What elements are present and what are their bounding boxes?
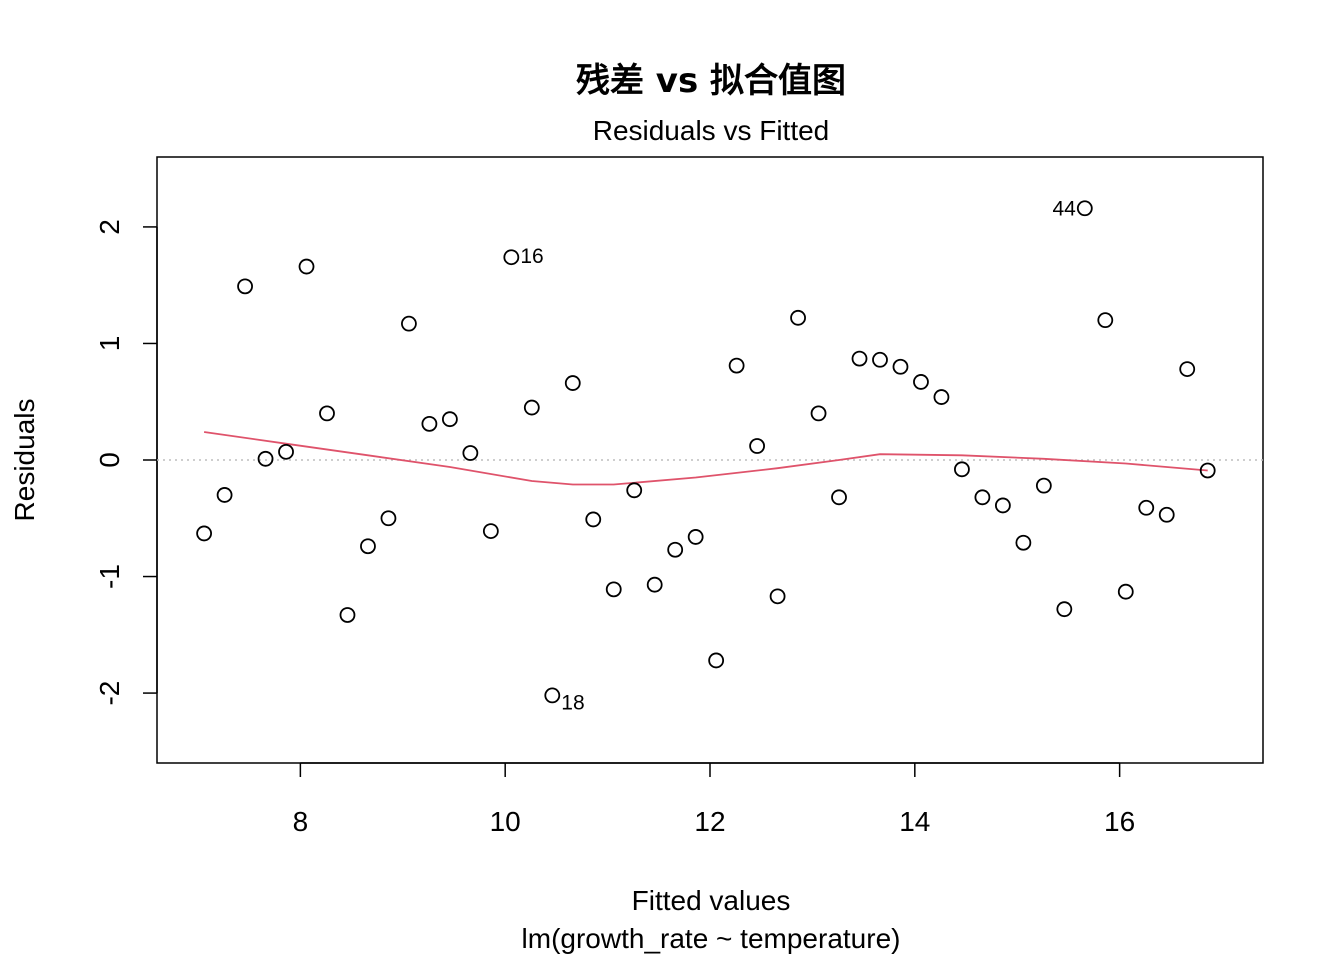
y-tick-label: 0 xyxy=(94,452,125,468)
residual-point xyxy=(564,375,581,391)
residual-point xyxy=(790,309,806,326)
residual-point xyxy=(380,510,397,527)
residual-point xyxy=(769,588,786,605)
residual-point xyxy=(196,525,213,542)
residual-points xyxy=(196,200,1216,704)
residual-point xyxy=(872,351,888,368)
residual-point xyxy=(237,278,253,295)
residual-point xyxy=(1117,583,1134,600)
residual-point xyxy=(831,489,847,506)
residual-point xyxy=(1056,601,1073,618)
outlier-labels: 16 18 44 xyxy=(520,197,1076,714)
x-axis-sublabel: lm(growth_rate ~ temperature) xyxy=(522,923,901,954)
point-label: 44 xyxy=(1052,197,1076,220)
y-tick-label: 1 xyxy=(94,336,125,352)
residual-point xyxy=(1199,462,1216,479)
residual-point xyxy=(421,415,438,432)
y-tick-label: 2 xyxy=(94,219,125,235)
x-axis: 8 10 12 14 16 xyxy=(293,762,1135,837)
residual-point xyxy=(1035,477,1052,494)
residual-point xyxy=(257,450,274,467)
point-label: 16 xyxy=(520,245,543,268)
residual-point xyxy=(974,489,991,506)
residual-point xyxy=(994,497,1011,514)
residual-point xyxy=(1015,534,1032,551)
residual-point xyxy=(626,482,643,499)
residual-point xyxy=(360,538,376,555)
residual-point xyxy=(667,541,684,558)
residual-point xyxy=(339,607,356,623)
residual-point xyxy=(933,389,950,405)
residual-point xyxy=(605,581,622,598)
residual-point xyxy=(954,461,970,478)
residual-point xyxy=(298,258,315,275)
x-tick-label: 10 xyxy=(490,806,521,837)
chart-subtitle: Residuals vs Fitted xyxy=(593,115,830,146)
y-tick-label: -2 xyxy=(94,681,125,706)
residual-point xyxy=(708,652,725,669)
x-tick-label: 14 xyxy=(899,806,930,837)
residual-point xyxy=(216,487,233,503)
x-tick-label: 8 xyxy=(293,806,309,837)
loess-smoother-line xyxy=(203,431,1208,486)
residual-point xyxy=(1179,361,1196,378)
residual-point xyxy=(646,576,663,593)
residual-point xyxy=(1097,312,1114,329)
residual-point xyxy=(523,399,540,416)
residual-point xyxy=(913,374,929,390)
point-label: 18 xyxy=(561,691,584,714)
residual-point xyxy=(892,358,909,375)
x-tick-label: 16 xyxy=(1104,806,1135,837)
residual-point xyxy=(728,357,745,374)
x-axis-label: Fitted values xyxy=(632,885,791,916)
residual-point xyxy=(585,511,602,528)
residual-point xyxy=(1158,506,1175,523)
residual-point xyxy=(319,405,335,422)
residual-point xyxy=(503,249,520,266)
x-tick-label: 12 xyxy=(694,806,725,837)
residual-point xyxy=(278,443,294,460)
residual-point xyxy=(544,687,561,704)
y-axis-label: Residuals xyxy=(9,399,40,522)
residual-point xyxy=(482,523,499,539)
residual-point xyxy=(401,315,417,332)
y-tick-label: -1 xyxy=(94,564,125,589)
residual-point xyxy=(749,438,766,454)
residual-point xyxy=(687,529,704,545)
residual-point xyxy=(1138,499,1155,516)
residual-point xyxy=(810,405,827,422)
residual-point xyxy=(462,445,479,461)
residual-point xyxy=(851,350,868,367)
residual-point xyxy=(1076,200,1093,217)
chart-title: 残差 vs 拟合值图 xyxy=(576,61,846,101)
residual-point xyxy=(441,411,458,428)
